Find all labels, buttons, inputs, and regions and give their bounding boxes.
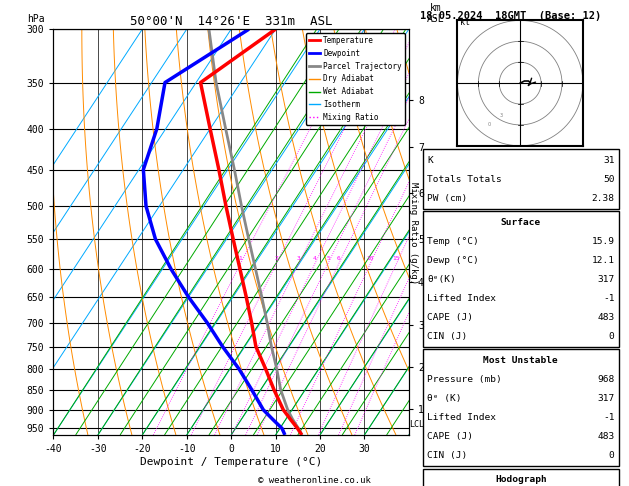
Text: -1: -1 (603, 413, 615, 422)
Text: Pressure (mb): Pressure (mb) (427, 375, 502, 384)
Text: kt: kt (460, 17, 470, 27)
Text: Hodograph: Hodograph (495, 475, 547, 484)
Text: 1: 1 (238, 256, 242, 261)
Text: 968: 968 (598, 375, 615, 384)
Text: Lifted Index: Lifted Index (427, 294, 496, 303)
Text: 12.1: 12.1 (591, 256, 615, 265)
Text: θᵉ (K): θᵉ (K) (427, 394, 462, 403)
Text: © weatheronline.co.uk: © weatheronline.co.uk (258, 475, 371, 485)
Text: Dewp (°C): Dewp (°C) (427, 256, 479, 265)
Text: -1: -1 (603, 294, 615, 303)
Text: km
ASL: km ASL (426, 3, 444, 24)
Text: CAPE (J): CAPE (J) (427, 432, 473, 441)
Text: 0: 0 (609, 331, 615, 341)
Text: 18.05.2024  18GMT  (Base: 12): 18.05.2024 18GMT (Base: 12) (420, 11, 601, 21)
Text: 15: 15 (392, 256, 400, 261)
Text: Totals Totals: Totals Totals (427, 174, 502, 184)
Text: Temp (°C): Temp (°C) (427, 237, 479, 246)
Text: 5: 5 (326, 256, 330, 261)
Text: 31: 31 (603, 156, 615, 165)
Text: CIN (J): CIN (J) (427, 451, 467, 460)
Text: $_{3}$: $_{3}$ (499, 112, 504, 120)
Text: 3: 3 (297, 256, 301, 261)
Text: θᵉ(K): θᵉ(K) (427, 275, 456, 284)
Text: CAPE (J): CAPE (J) (427, 312, 473, 322)
Text: LCL: LCL (409, 420, 425, 429)
Title: 50°00'N  14°26'E  331m  ASL: 50°00'N 14°26'E 331m ASL (130, 15, 332, 28)
Text: Surface: Surface (501, 218, 541, 227)
Text: PW (cm): PW (cm) (427, 193, 467, 203)
Text: 0: 0 (609, 451, 615, 460)
Text: 2: 2 (275, 256, 279, 261)
Legend: Temperature, Dewpoint, Parcel Trajectory, Dry Adiabat, Wet Adiabat, Isotherm, Mi: Temperature, Dewpoint, Parcel Trajectory… (306, 33, 405, 125)
Text: 10: 10 (367, 256, 374, 261)
Text: Most Unstable: Most Unstable (484, 356, 558, 365)
Text: Lifted Index: Lifted Index (427, 413, 496, 422)
Text: hPa: hPa (27, 14, 45, 24)
Text: CIN (J): CIN (J) (427, 331, 467, 341)
Text: 2.38: 2.38 (591, 193, 615, 203)
Text: 50: 50 (603, 174, 615, 184)
Text: $_{0}$: $_{0}$ (487, 120, 492, 129)
Text: 15.9: 15.9 (591, 237, 615, 246)
Text: 317: 317 (598, 394, 615, 403)
Text: 483: 483 (598, 312, 615, 322)
Text: 4: 4 (313, 256, 317, 261)
Text: K: K (427, 156, 433, 165)
Text: 483: 483 (598, 432, 615, 441)
Text: 6: 6 (337, 256, 341, 261)
Text: Mixing Ratio (g/kg): Mixing Ratio (g/kg) (409, 182, 418, 284)
X-axis label: Dewpoint / Temperature (°C): Dewpoint / Temperature (°C) (140, 457, 322, 467)
Text: 317: 317 (598, 275, 615, 284)
